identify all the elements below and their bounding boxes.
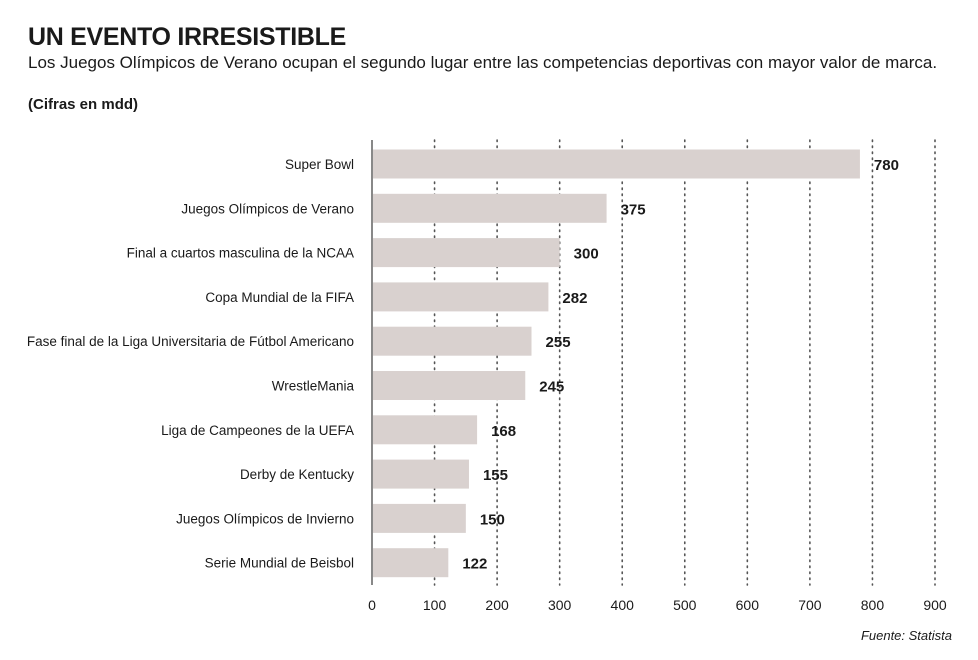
category-label: Serie Mundial de Beisbol [205,556,354,571]
bars [373,149,860,578]
x-tick-label: 600 [736,597,760,613]
bar [373,415,478,445]
x-tick-label: 500 [673,597,697,613]
data-label: 245 [539,379,564,396]
bar [373,282,549,312]
data-label: 375 [621,201,646,218]
bar [373,459,469,489]
data-label: 150 [480,511,505,528]
category-label: Juegos Olímpicos de Verano [181,201,354,216]
x-tick-label: 700 [798,597,822,613]
category-label: Derby de Kentucky [240,467,354,482]
x-axis-ticks: 0 100 200 300 400 500 600 700 800 900 [368,597,947,613]
x-tick-label: 900 [923,597,947,613]
chart-title: UN EVENTO IRRESISTIBLE [28,23,346,51]
x-tick-label: 800 [861,597,885,613]
data-label: 168 [491,423,516,440]
units-label: (Cifras en mdd) [28,96,139,113]
bar [373,548,449,578]
category-label: Copa Mundial de la FIFA [205,290,354,305]
bar [373,238,560,268]
x-tick-label: 400 [611,597,635,613]
category-label: Super Bowl [285,157,354,172]
data-label: 122 [462,556,487,573]
data-label: 155 [483,467,508,484]
category-label: Juegos Olímpicos de Invierno [176,511,354,526]
x-tick-label: 300 [548,597,572,613]
x-tick-label: 0 [368,597,376,613]
data-label: 255 [546,334,571,351]
category-label: Fase final de la Liga Universitaria de F… [27,334,354,349]
bar [373,193,607,223]
labels: Super Bowl 780 Juegos Olímpicos de Verano 3… [27,157,899,573]
category-label: WrestleMania [272,379,355,394]
bar [373,503,466,533]
bar [373,371,526,400]
source-note: Fuente: Statista [860,628,952,643]
bar [373,149,860,179]
x-tick-label: 100 [423,597,447,613]
data-label: 282 [562,290,587,307]
category-label: Final a cuartos masculina de la NCAA [127,246,354,261]
x-tick-label: 200 [485,597,509,613]
data-label: 300 [574,246,599,263]
data-label: 780 [874,157,899,174]
bar [373,326,532,356]
category-label: Liga de Campeones de la UEFA [161,423,354,438]
chart-subtitle: Los Juegos Olímpicos de Verano ocupan el… [28,53,938,72]
